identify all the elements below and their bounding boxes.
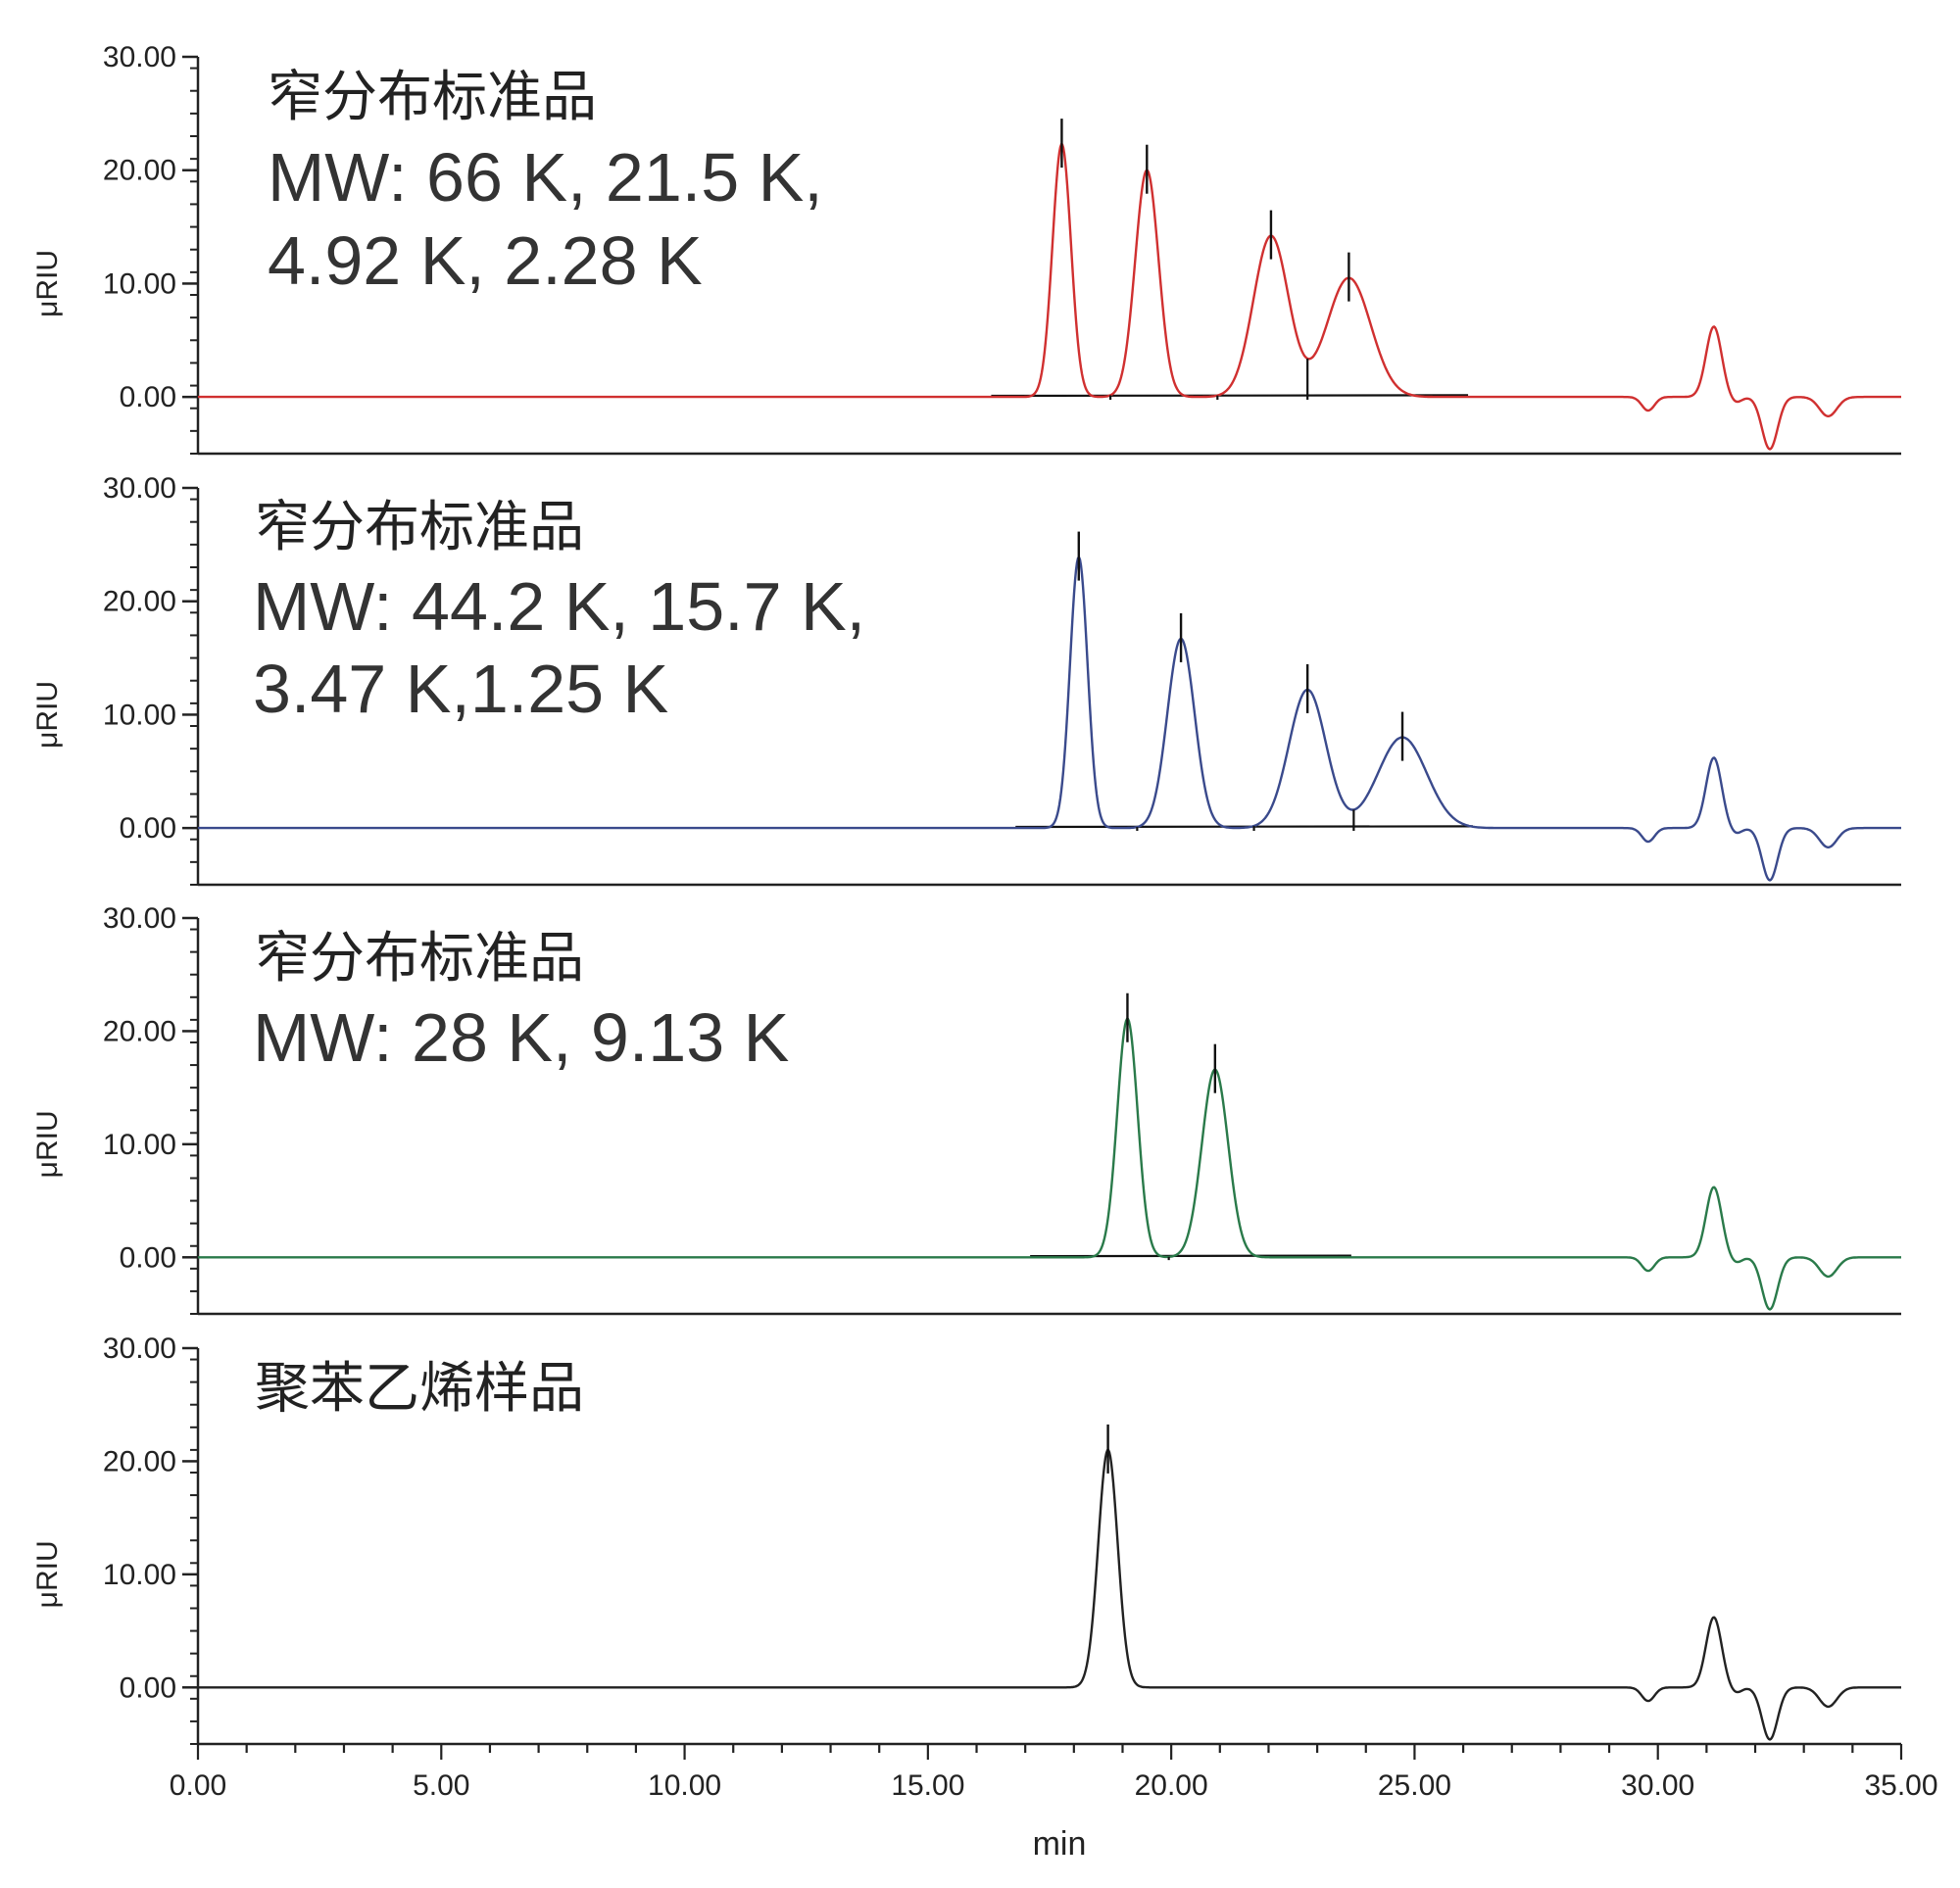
y-axis-label: μRIU <box>31 1540 64 1608</box>
y-tick-label: 0.00 <box>120 812 176 845</box>
y-tick-label: 20.00 <box>103 1015 176 1047</box>
panel-2: 0.00 10.00 20.00 30.00 μRIU 窄分布标准品 MW: 44.2 K,… <box>31 472 1901 887</box>
panel-4: 0.00 10.00 20.00 30.00 μRIU 0.00 5.00 10.00 15.0… <box>31 1332 1938 1863</box>
mw-annotation: 3.47 K,1.25 K <box>253 651 668 727</box>
mw-annotation: MW: 44.2 K, 15.7 K, <box>253 568 865 645</box>
y-tick-label: 10.00 <box>103 1129 176 1161</box>
y-axis-label: μRIU <box>31 681 64 749</box>
x-tick-label: 20.00 <box>1135 1769 1208 1802</box>
y-tick-label: 0.00 <box>120 1671 176 1704</box>
x-tick-label: 5.00 <box>413 1769 469 1802</box>
y-tick-label: 20.00 <box>103 155 176 187</box>
mw-annotation: MW: 28 K, 9.13 K <box>253 999 789 1076</box>
series-line <box>198 1017 1901 1311</box>
integration-baseline <box>991 394 1469 398</box>
y-tick-label: 30.00 <box>103 902 176 935</box>
integration-baseline <box>1030 1254 1351 1258</box>
panel-title: 聚苯乙烯样品 <box>255 1357 584 1421</box>
x-tick-label: 15.00 <box>891 1769 964 1802</box>
panel-title: 窄分布标准品 <box>255 496 584 559</box>
x-tick-label: 0.00 <box>170 1769 226 1802</box>
y-tick-label: 10.00 <box>103 1559 176 1591</box>
mw-annotation: 4.92 K, 2.28 K <box>268 222 703 299</box>
y-tick-label: 0.00 <box>120 1241 176 1274</box>
y-tick-label: 0.00 <box>120 381 176 413</box>
series-line <box>198 555 1901 882</box>
series-line <box>198 1448 1901 1741</box>
series-line <box>198 142 1901 451</box>
y-axis-label: μRIU <box>31 1110 64 1178</box>
panel-title: 窄分布标准品 <box>255 927 584 991</box>
y-axis-label: μRIU <box>31 250 64 317</box>
panel-title: 窄分布标准品 <box>268 66 597 129</box>
x-axis-label: min <box>1033 1825 1087 1863</box>
y-tick-label: 30.00 <box>103 472 176 505</box>
panel-1: 0.00 10.00 20.00 30.00 μRIU 窄分布标准品 MW: 66 K, 2… <box>31 41 1901 456</box>
y-tick-label: 20.00 <box>103 586 176 618</box>
y-tick-label: 30.00 <box>103 41 176 73</box>
y-tick-label: 10.00 <box>103 267 176 300</box>
y-tick-label: 10.00 <box>103 699 176 731</box>
y-tick-label: 20.00 <box>103 1445 176 1477</box>
x-tick-label: 30.00 <box>1621 1769 1694 1802</box>
x-tick-label: 10.00 <box>648 1769 721 1802</box>
y-tick-label: 30.00 <box>103 1332 176 1365</box>
panel-3: 0.00 10.00 20.00 30.00 μRIU 窄分布标准品 MW: 28 K, 9… <box>31 902 1901 1316</box>
x-tick-label: 35.00 <box>1864 1769 1937 1802</box>
mw-annotation: MW: 66 K, 21.5 K, <box>268 139 823 216</box>
x-tick-label: 25.00 <box>1378 1769 1451 1802</box>
